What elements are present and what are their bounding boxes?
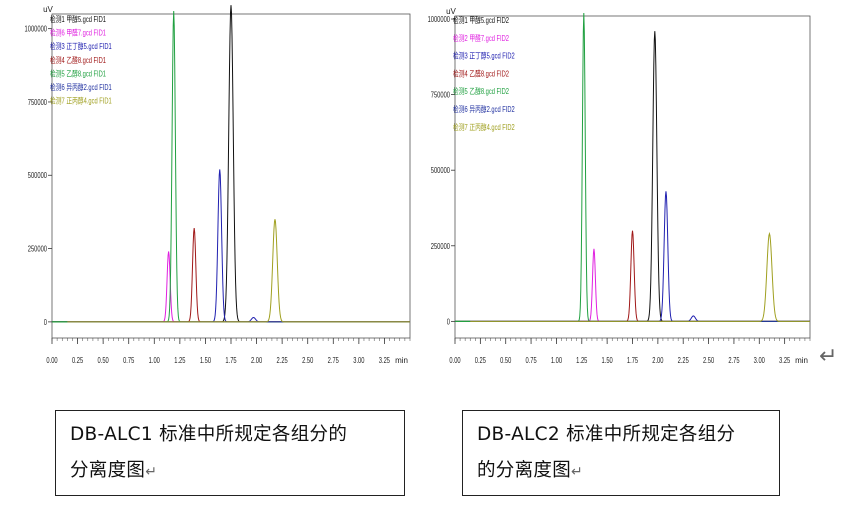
x-tick-label: 1.25 <box>576 357 587 365</box>
series-trace <box>455 230 810 322</box>
y-unit-label: uV <box>43 5 53 14</box>
legend-entry: 检测4 乙醛8.gcd FID2 <box>453 68 509 78</box>
x-tick-label: 3.00 <box>754 357 765 365</box>
y-tick-label: 250000 <box>431 243 450 251</box>
x-tick-label: 0.00 <box>46 357 57 365</box>
return-mark-icon: ↵ <box>145 464 158 480</box>
caption-right-line2: 的分离度图 <box>477 460 572 481</box>
caption-left-line2: 分离度图 <box>70 460 146 481</box>
x-tick-label: 1.00 <box>149 357 160 365</box>
series-trace <box>52 251 410 323</box>
x-tick-label: 1.75 <box>225 357 236 365</box>
chromatogram-right-svg: uV min 0 250000 500000 750000 1000000 0.00 0.25 0… <box>428 7 811 365</box>
y-tick-label: 250000 <box>28 246 47 254</box>
legend-entry: 检测7 正丙醇4.gcd FID1 <box>50 96 112 106</box>
y-tick-label: 1000000 <box>25 26 48 34</box>
x-tick-label: 1.50 <box>602 357 613 365</box>
y-tick-label: 750000 <box>431 92 450 100</box>
y-tick-label: 1000000 <box>428 16 450 24</box>
x-tick-label: 0.50 <box>500 357 511 365</box>
legend-entry: 检测3 正丁醇5.gcd FID2 <box>453 51 515 61</box>
x-tick-label: 1.50 <box>200 357 211 365</box>
plot-frame <box>454 15 811 339</box>
legend-entry: 检测2 甲醛7.gcd FID2 <box>453 33 509 43</box>
paragraph-return-mark: ↵ <box>819 344 838 369</box>
y-unit-label: uV <box>446 7 456 16</box>
caption-right-line1: DB-ALC2 标准中所规定各组分 <box>477 424 736 445</box>
legend-entry: 检测6 异丙醇2.gcd FID2 <box>453 104 515 114</box>
chromatogram-db-alc2: uV min 0 250000 500000 750000 1000000 0.00 0.25 0… <box>428 0 865 372</box>
x-tick-label: 3.25 <box>779 357 790 365</box>
series-trace <box>52 169 410 323</box>
x-tick-label: 0.25 <box>475 357 486 365</box>
series-trace <box>455 248 810 322</box>
x-tick-label: 0.00 <box>449 357 460 365</box>
x-tick-label: 3.25 <box>379 357 390 365</box>
return-mark-icon: ↵ <box>571 464 584 480</box>
series-trace <box>455 191 810 322</box>
x-tick-label: 2.00 <box>652 357 663 365</box>
legend-entry: 检测7 正丙醇4.gcd FID2 <box>453 122 515 132</box>
x-tick-label: 1.75 <box>627 357 638 365</box>
caption-right-line2-wrap: 的分离度图↵ <box>477 453 767 490</box>
x-tick-label: 0.50 <box>98 357 109 365</box>
x-tick-label: 2.75 <box>728 357 739 365</box>
y-tick-label: 0 <box>447 319 450 327</box>
x-tick-label: 2.25 <box>678 357 689 365</box>
x-tick-label: 1.00 <box>551 357 562 365</box>
x-unit-label: min <box>795 356 808 365</box>
chromatogram-db-alc1: uV min 0 250000 500000 750000 1000000 0.00 0.25 0… <box>0 0 425 372</box>
x-tick-label: 0.75 <box>525 357 536 365</box>
caption-db-alc1: DB-ALC1 标准中所规定各组分的 分离度图↵ <box>55 410 405 496</box>
legend-entry: 检测1 甲醇5.gcd FID2 <box>453 15 509 25</box>
legend-entry: 检测1 甲醇5.gcd FID1 <box>50 14 106 24</box>
legend-entry: 检测6 异丙醇2.gcd FID1 <box>50 82 112 92</box>
series-trace <box>455 231 810 322</box>
legend-entry: 检测6 甲醛7.gcd FID1 <box>50 28 106 38</box>
legend-entry: 检测5 乙醇8.gcd FID1 <box>50 68 106 78</box>
caption-db-alc2: DB-ALC2 标准中所规定各组分 的分离度图↵ <box>462 410 780 496</box>
x-tick-label: 0.25 <box>72 357 83 365</box>
legend-entry: 检测3 正丁醇5.gcd FID1 <box>50 41 112 51</box>
x-tick-label: 2.50 <box>302 357 313 365</box>
x-unit-label: min <box>395 356 408 365</box>
x-tick-label: 2.25 <box>277 357 288 365</box>
legend-entry: 检测5 乙醇8.gcd FID2 <box>453 86 509 96</box>
x-tick-label: 2.00 <box>251 357 262 365</box>
series-trace <box>52 227 410 323</box>
x-tick-label: 2.50 <box>703 357 714 365</box>
legend-entry: 检测4 乙醛8.gcd FID1 <box>50 55 106 65</box>
caption-left-line2-wrap: 分离度图↵ <box>70 453 392 490</box>
chromatogram-left-svg: uV min 0 250000 500000 750000 1000000 0.00 0.25 0… <box>25 5 411 365</box>
x-tick-label: 0.75 <box>123 357 134 365</box>
x-tick-label: 1.25 <box>174 357 185 365</box>
x-tick-label: 3.00 <box>353 357 364 365</box>
y-tick-label: 500000 <box>431 167 450 175</box>
caption-left-line1: DB-ALC1 标准中所规定各组分的 <box>70 424 348 445</box>
series-trace <box>52 219 410 323</box>
series-trace <box>52 5 410 323</box>
y-tick-label: 750000 <box>28 99 47 107</box>
x-tick-label: 2.75 <box>328 357 339 365</box>
y-tick-label: 0 <box>44 319 47 327</box>
y-tick-label: 500000 <box>28 173 47 181</box>
